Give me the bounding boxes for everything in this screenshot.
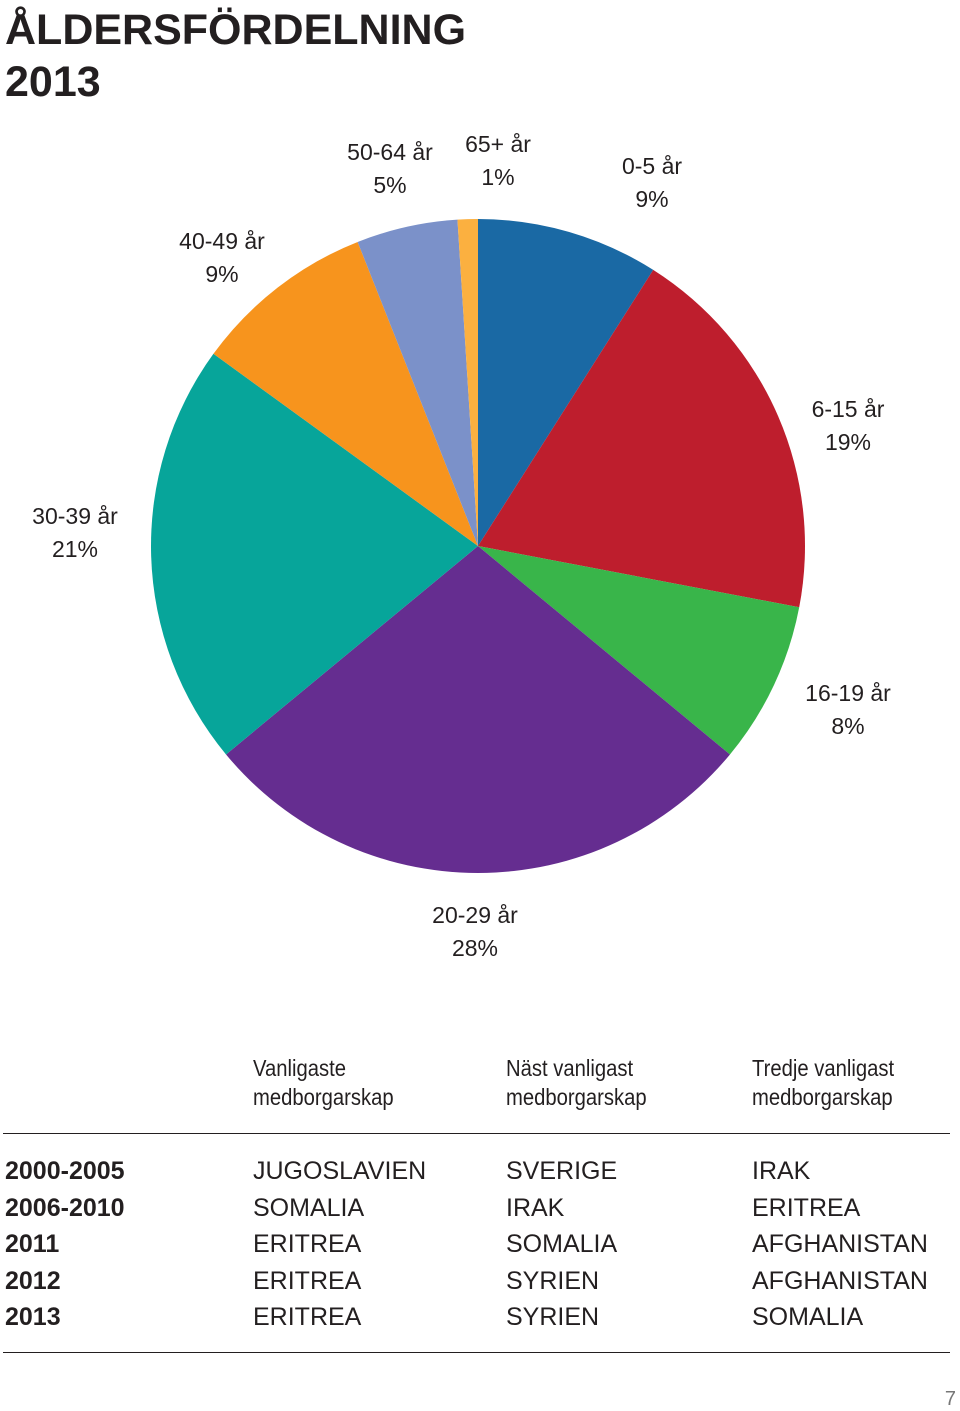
slice-value-label: 8% xyxy=(831,713,864,739)
slice-label: 0-5 år xyxy=(622,153,682,179)
table-cell: SOMALIA xyxy=(253,1193,365,1222)
row-header: 2012 xyxy=(5,1266,61,1295)
pie-slice xyxy=(151,353,478,755)
title: ÅLDERSFÖRDELNING 2013 xyxy=(5,6,467,106)
row-header: 2013 xyxy=(5,1303,61,1332)
slice-value-label: 21% xyxy=(52,536,98,562)
slice-label: 40-49 år xyxy=(179,228,265,254)
column-header: medborgarskap xyxy=(752,1084,893,1110)
row-header: 2011 xyxy=(5,1230,60,1259)
slice-label: 6-15 år xyxy=(812,396,885,422)
table-cell: IRAK xyxy=(506,1193,565,1222)
slice-label: 16-19 år xyxy=(805,680,891,706)
pie-slice xyxy=(357,219,478,546)
slice-value-label: 5% xyxy=(373,172,406,198)
column-header: Näst vanligast xyxy=(506,1055,634,1081)
page-number: 7 xyxy=(944,1388,956,1410)
slice-label: 65+ år xyxy=(465,131,531,157)
table-cell: SYRIEN xyxy=(506,1303,600,1332)
slice-label: 50-64 år xyxy=(347,139,433,165)
slice-value-label: 19% xyxy=(825,429,871,455)
slice-value-label: 28% xyxy=(452,935,498,961)
table-cell: SYRIEN xyxy=(506,1266,600,1295)
rule xyxy=(3,1352,950,1353)
table-cell: ERITREA xyxy=(253,1303,362,1332)
column-header: medborgarskap xyxy=(253,1084,394,1110)
rule xyxy=(3,1133,950,1134)
table-cell: ERITREA xyxy=(253,1266,362,1295)
slice-value-label: 9% xyxy=(205,261,238,287)
table-cell: SOMALIA xyxy=(506,1230,618,1259)
pie-slice xyxy=(478,219,654,546)
table-cell: SVERIGE xyxy=(506,1157,618,1185)
table-cell: SOMALIA xyxy=(752,1303,864,1332)
pie-slice xyxy=(226,546,730,873)
row-header: 2000-2005 xyxy=(5,1157,125,1185)
pie-slice xyxy=(478,546,800,755)
table-cell: JUGOSLAVIEN xyxy=(253,1157,427,1185)
table-cell: AFGHANISTAN xyxy=(752,1266,928,1295)
table-cell: ERITREA xyxy=(752,1193,861,1222)
slice-value-label: 9% xyxy=(635,186,668,212)
slice-label: 20-29 år xyxy=(432,902,518,928)
column-header: medborgarskap xyxy=(506,1084,647,1110)
table-cell: AFGHANISTAN xyxy=(752,1230,928,1259)
column-header: Tredje vanligast xyxy=(752,1055,895,1081)
row-header: 2006-2010 xyxy=(5,1193,125,1222)
slice-label: 30-39 år xyxy=(32,503,118,529)
column-header: Vanligaste xyxy=(253,1055,347,1081)
pie-slice xyxy=(213,241,478,547)
slice-value-label: 1% xyxy=(481,164,514,190)
pie-slice xyxy=(457,219,478,546)
pie-chart: 0-5 år 9% 6-15 år 19% 16-19 år 8% 20-29 år 28% 3… xyxy=(32,131,891,961)
table-cell: IRAK xyxy=(752,1157,811,1185)
table-cell: ERITREA xyxy=(253,1230,362,1259)
pie-slice xyxy=(478,269,805,608)
